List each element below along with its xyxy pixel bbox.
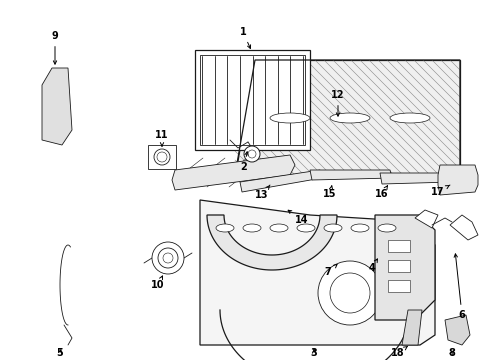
Text: 14: 14 [287, 210, 308, 225]
Circle shape [152, 242, 183, 274]
Polygon shape [42, 68, 72, 145]
Text: 4: 4 [368, 259, 377, 273]
Circle shape [317, 261, 381, 325]
Ellipse shape [243, 224, 261, 232]
Polygon shape [195, 50, 309, 150]
Text: 2: 2 [240, 152, 247, 172]
Polygon shape [437, 165, 477, 195]
Ellipse shape [269, 224, 287, 232]
Circle shape [158, 248, 178, 268]
Text: 1: 1 [239, 27, 250, 49]
Text: 7: 7 [324, 265, 336, 277]
Ellipse shape [296, 224, 314, 232]
Ellipse shape [216, 224, 234, 232]
Text: 17: 17 [430, 185, 449, 197]
Bar [148, 145, 176, 169]
Polygon shape [200, 200, 434, 345]
Circle shape [163, 253, 173, 263]
Polygon shape [235, 60, 459, 175]
Polygon shape [387, 260, 409, 272]
Text: 9: 9 [52, 31, 58, 64]
Ellipse shape [389, 113, 429, 123]
Polygon shape [444, 315, 469, 345]
Circle shape [154, 149, 170, 165]
Text: 13: 13 [255, 185, 269, 200]
Text: 10: 10 [151, 276, 164, 290]
Ellipse shape [350, 224, 368, 232]
Polygon shape [240, 170, 321, 192]
Text: 12: 12 [330, 90, 344, 116]
Circle shape [157, 152, 167, 162]
Polygon shape [387, 280, 409, 292]
Polygon shape [379, 173, 451, 184]
Polygon shape [387, 240, 409, 252]
Polygon shape [172, 155, 294, 190]
Text: 3: 3 [310, 348, 317, 358]
Polygon shape [374, 215, 434, 320]
Ellipse shape [329, 113, 369, 123]
Polygon shape [200, 55, 305, 145]
Circle shape [329, 273, 369, 313]
Polygon shape [449, 215, 477, 240]
Text: 6: 6 [453, 254, 465, 320]
Text: 11: 11 [155, 130, 168, 146]
Ellipse shape [324, 224, 341, 232]
Ellipse shape [377, 224, 395, 232]
Text: 8: 8 [447, 348, 454, 358]
Polygon shape [401, 310, 421, 345]
Ellipse shape [269, 113, 309, 123]
Circle shape [247, 150, 256, 158]
Text: 5: 5 [57, 348, 63, 358]
Text: 15: 15 [323, 186, 336, 199]
Circle shape [244, 146, 260, 162]
Polygon shape [206, 215, 336, 270]
Polygon shape [309, 170, 391, 180]
Polygon shape [414, 210, 437, 228]
Text: 16: 16 [374, 186, 388, 199]
Text: 18: 18 [390, 346, 407, 358]
